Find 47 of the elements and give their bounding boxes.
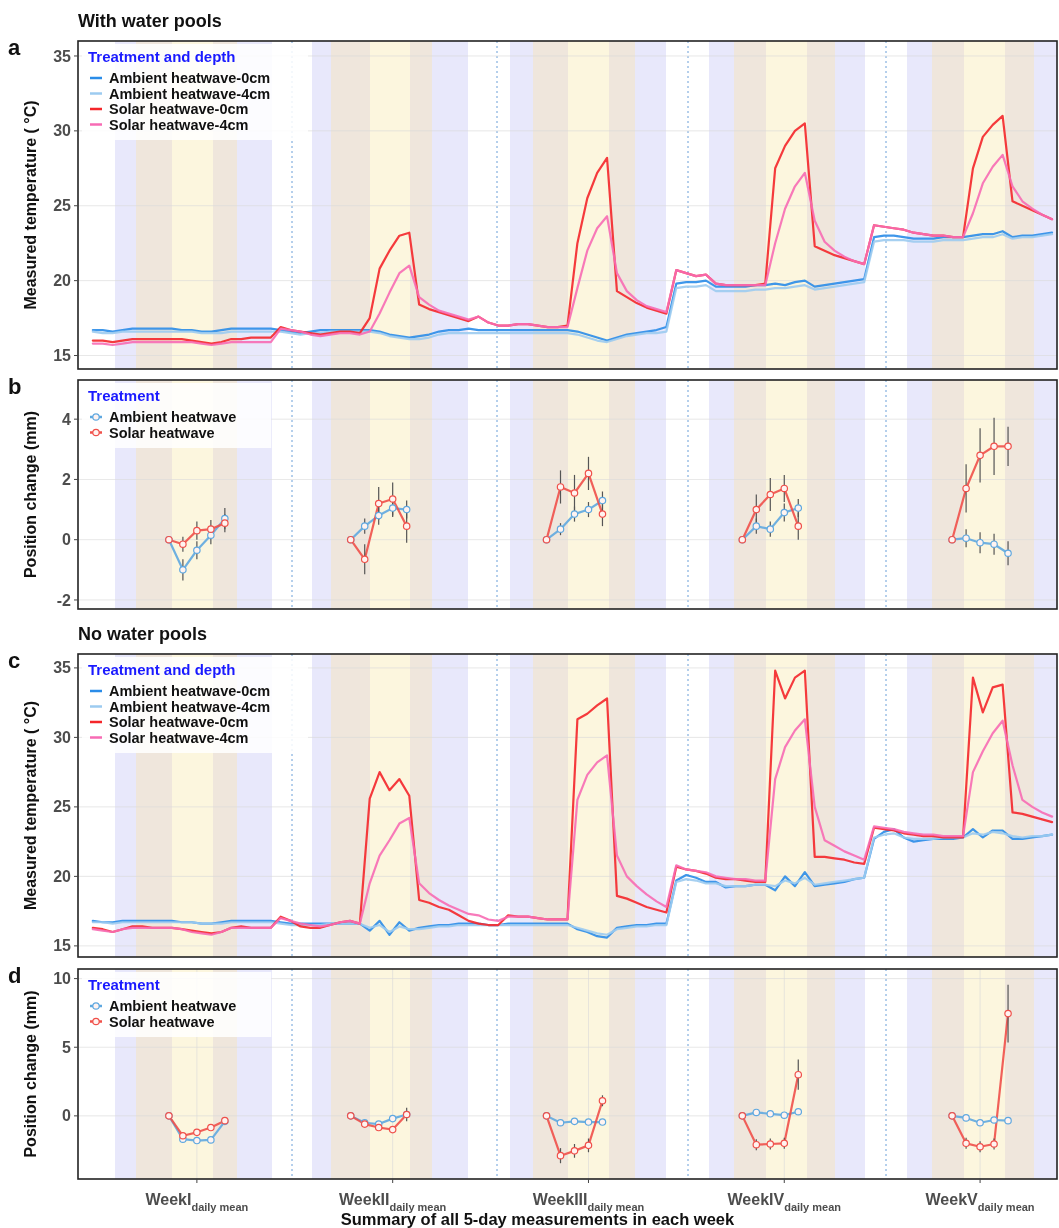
x-tick-label: WeekIII$_{daily mean}$	[532, 1191, 645, 1213]
y-axis-title: Measured temperature ( °C)	[22, 700, 39, 911]
legend-label: Ambient heatwave-4cm	[109, 85, 271, 102]
y-tick-label: 20	[53, 867, 72, 885]
legend-label: Ambient heatwave	[109, 998, 237, 1014]
y-tick-label: -2	[56, 591, 72, 609]
y-tick-label: 25	[53, 798, 72, 816]
x-tick-label: WeekIV$_{daily mean}$	[727, 1191, 842, 1213]
y-tick-label: 4	[62, 410, 72, 428]
legend-label: Solar heatwave	[109, 424, 215, 441]
y-tick-label: 20	[53, 272, 72, 290]
y-tick-label: 15	[53, 347, 72, 365]
x-tick-label: WeekI$_{daily mean}$	[145, 1191, 249, 1213]
legend-title: Treatment and depth	[88, 48, 236, 65]
legend-label: Solar heatwave-0cm	[109, 714, 249, 730]
y-axis-title: Position change (mm)	[22, 410, 39, 579]
legend-title: Treatment	[88, 387, 160, 404]
text: a	[8, 35, 21, 60]
y-tick-label: 35	[53, 659, 72, 677]
y-tick-label: 30	[53, 728, 72, 746]
legend-label: Ambient heatwave-0cm	[109, 683, 271, 699]
legend-label: Ambient heatwave-4cm	[109, 698, 271, 715]
y-tick-label: 10	[53, 970, 72, 988]
chart-title: No water pools	[78, 624, 208, 644]
legend-label: Solar heatwave-0cm	[109, 101, 249, 117]
legend-label: Solar heatwave	[109, 1013, 215, 1030]
chart-title: With water pools	[78, 11, 222, 31]
y-axis-title: Position change (mm)	[22, 990, 39, 1158]
y-tick-label: 25	[53, 197, 72, 215]
x-tick-label: WeekV$_{daily mean}$	[925, 1191, 1035, 1213]
y-tick-label: 30	[53, 122, 72, 140]
text: c	[8, 648, 21, 673]
legend-title: Treatment and depth	[88, 661, 236, 678]
y-tick-label: 0	[62, 531, 72, 549]
legend-title: Treatment	[88, 976, 160, 993]
y-axis-title: Measured temperature ( °C)	[22, 100, 39, 310]
legend-label: Solar heatwave-4cm	[109, 116, 249, 133]
text: d	[8, 963, 22, 988]
text: b	[8, 374, 22, 399]
y-tick-label: 2	[62, 471, 72, 489]
legend-label: Ambient heatwave-0cm	[109, 70, 271, 86]
y-tick-label: 15	[53, 937, 72, 955]
y-tick-label: 0	[62, 1107, 72, 1125]
legend-label: Ambient heatwave	[109, 409, 237, 425]
legend-label: Solar heatwave-4cm	[109, 729, 249, 746]
y-tick-label: 35	[53, 47, 72, 65]
y-tick-label: 5	[62, 1038, 72, 1056]
